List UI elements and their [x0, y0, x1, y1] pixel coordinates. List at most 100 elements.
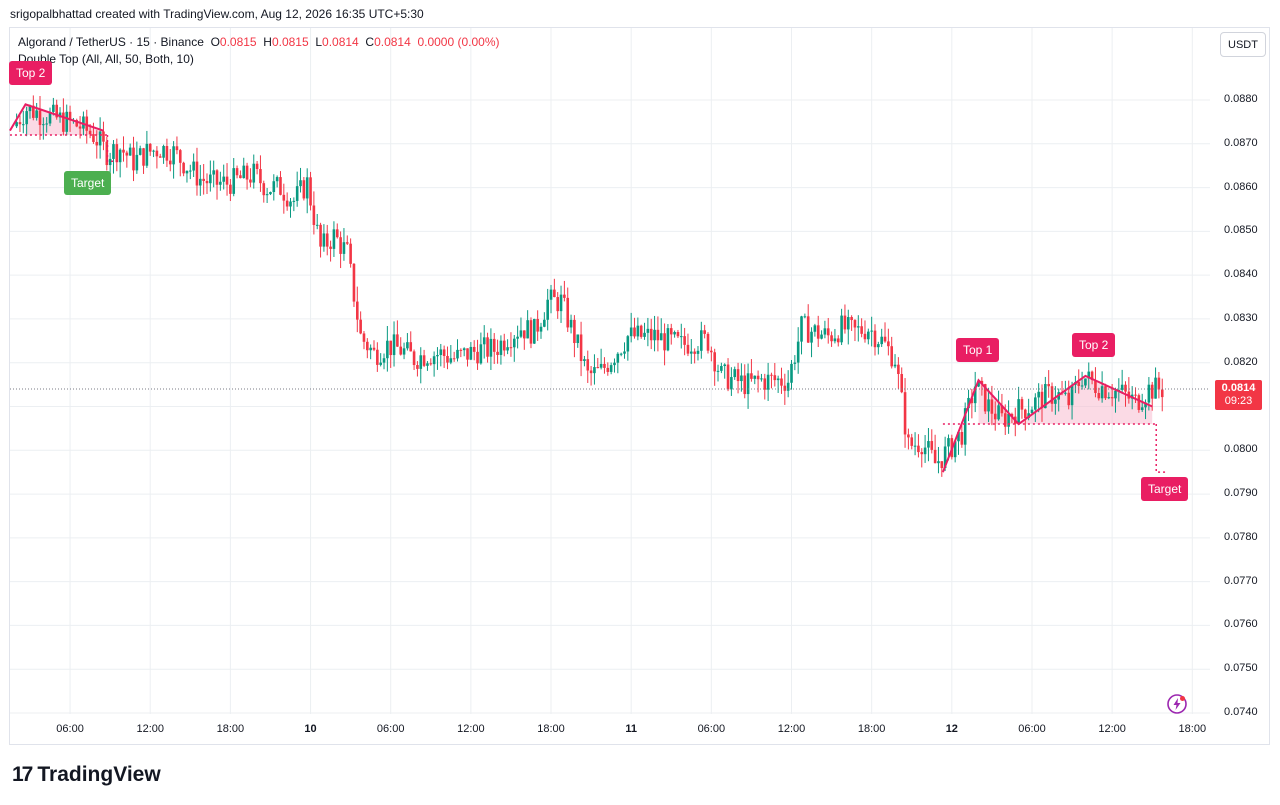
candle-body — [633, 327, 636, 337]
candle-body — [673, 332, 676, 335]
time-tick-label: 18:00 — [216, 723, 245, 735]
candle-body — [1104, 386, 1107, 399]
candle-body — [579, 334, 583, 362]
candle-body — [920, 452, 924, 455]
candle-body — [997, 405, 1000, 420]
candle-body — [389, 340, 392, 356]
candle-body — [472, 346, 476, 352]
symbol-title[interactable]: Algorand / TetherUS · 15 · Binance — [18, 35, 204, 49]
candle-body — [202, 178, 205, 182]
candle-body — [593, 367, 596, 374]
candle-body — [710, 350, 713, 353]
candle-body — [352, 263, 356, 302]
time-tick-label: 10 — [304, 723, 317, 735]
price-tick-label: 0.0840 — [1224, 268, 1258, 281]
candle-body — [65, 111, 69, 132]
candle-body — [459, 349, 463, 351]
price-tick-label: 0.0820 — [1224, 355, 1258, 368]
candle-body — [52, 104, 55, 112]
candle-body — [482, 337, 486, 345]
candle-body — [836, 338, 840, 343]
candle-body — [556, 297, 559, 312]
chart-attribution: srigopalbhattad created with TradingView… — [10, 7, 424, 21]
tradingview-logo[interactable]: 17 TradingView — [12, 763, 161, 787]
candle-body — [456, 349, 459, 359]
candle-body — [1067, 392, 1071, 406]
candle-body — [960, 431, 964, 445]
pattern-label-target-left[interactable]: Target — [64, 171, 112, 195]
close-value: 0.0814 — [374, 35, 411, 49]
candle-body — [760, 378, 763, 380]
candle-body — [683, 336, 686, 345]
candle-body — [339, 237, 342, 254]
candle-body — [469, 346, 473, 360]
candle-body — [309, 177, 312, 206]
candle-body — [1107, 397, 1111, 399]
candle-body — [1150, 384, 1154, 399]
candle-body — [990, 399, 994, 414]
candle-body — [599, 363, 603, 368]
candle-body — [810, 331, 813, 343]
candle-body — [867, 331, 870, 340]
candle-body — [1084, 378, 1087, 386]
time-tick-label: 06:00 — [376, 723, 405, 735]
candle-body — [553, 289, 556, 298]
candle-body — [192, 161, 195, 171]
candle-body — [720, 366, 723, 371]
candle-body — [98, 131, 102, 146]
price-tick-label: 0.0870 — [1224, 136, 1258, 149]
candle-body — [833, 338, 837, 342]
candle-body — [239, 175, 242, 179]
target-projection — [106, 135, 118, 163]
candle-body — [95, 141, 99, 146]
candle-body — [369, 347, 372, 351]
price-tick-label: 0.0860 — [1224, 180, 1258, 193]
candle-body — [446, 355, 449, 363]
candle-body — [629, 327, 633, 337]
candle-body — [1157, 377, 1161, 390]
candle-body — [679, 336, 683, 338]
candle-body — [893, 364, 897, 367]
candle-body — [255, 163, 259, 170]
candle-body — [820, 334, 823, 339]
candle-body — [215, 170, 219, 185]
candle-body — [28, 105, 32, 112]
flash-icon[interactable] — [1166, 693, 1188, 715]
candle-body — [796, 341, 800, 363]
candle-body — [426, 363, 429, 366]
candle-body — [870, 330, 873, 332]
candle-body — [342, 242, 346, 254]
candle-body — [863, 333, 867, 340]
pattern-label-target-right[interactable]: Target — [1141, 477, 1189, 501]
symbol-legend[interactable]: Algorand / TetherUS · 15 · Binance O0.08… — [18, 35, 500, 49]
candle-body — [229, 184, 232, 194]
candle-body — [900, 374, 904, 393]
chart-pane[interactable] — [9, 27, 1270, 745]
indicator-legend[interactable]: Double Top (All, All, 50, Both, 10) — [18, 52, 194, 66]
candle-body — [763, 378, 767, 390]
pattern-label-top1-right[interactable]: Top 1 — [956, 338, 1000, 362]
candle-body — [189, 170, 192, 172]
candle-body — [933, 449, 937, 464]
candle-body — [536, 318, 539, 332]
candle-body — [803, 316, 807, 318]
candle-body — [275, 177, 279, 182]
candle-body — [943, 446, 947, 469]
candle-body — [753, 375, 757, 379]
candle-body — [516, 336, 519, 339]
candle-body — [382, 358, 386, 363]
candle-body — [105, 141, 109, 166]
candle-body — [957, 431, 960, 442]
candle-body — [58, 112, 62, 118]
candle-body — [168, 160, 172, 165]
price-tick-label: 0.0800 — [1224, 443, 1258, 456]
time-tick-label: 12:00 — [1098, 723, 1126, 735]
candle-body — [910, 437, 914, 446]
candle-body — [693, 351, 696, 354]
currency-button[interactable]: USDT — [1220, 32, 1266, 57]
pattern-label-top2-left[interactable]: Top 2 — [9, 61, 53, 85]
pattern-label-top2-right[interactable]: Top 2 — [1072, 333, 1116, 357]
candle-body — [860, 326, 863, 334]
candle-body — [1087, 371, 1091, 379]
